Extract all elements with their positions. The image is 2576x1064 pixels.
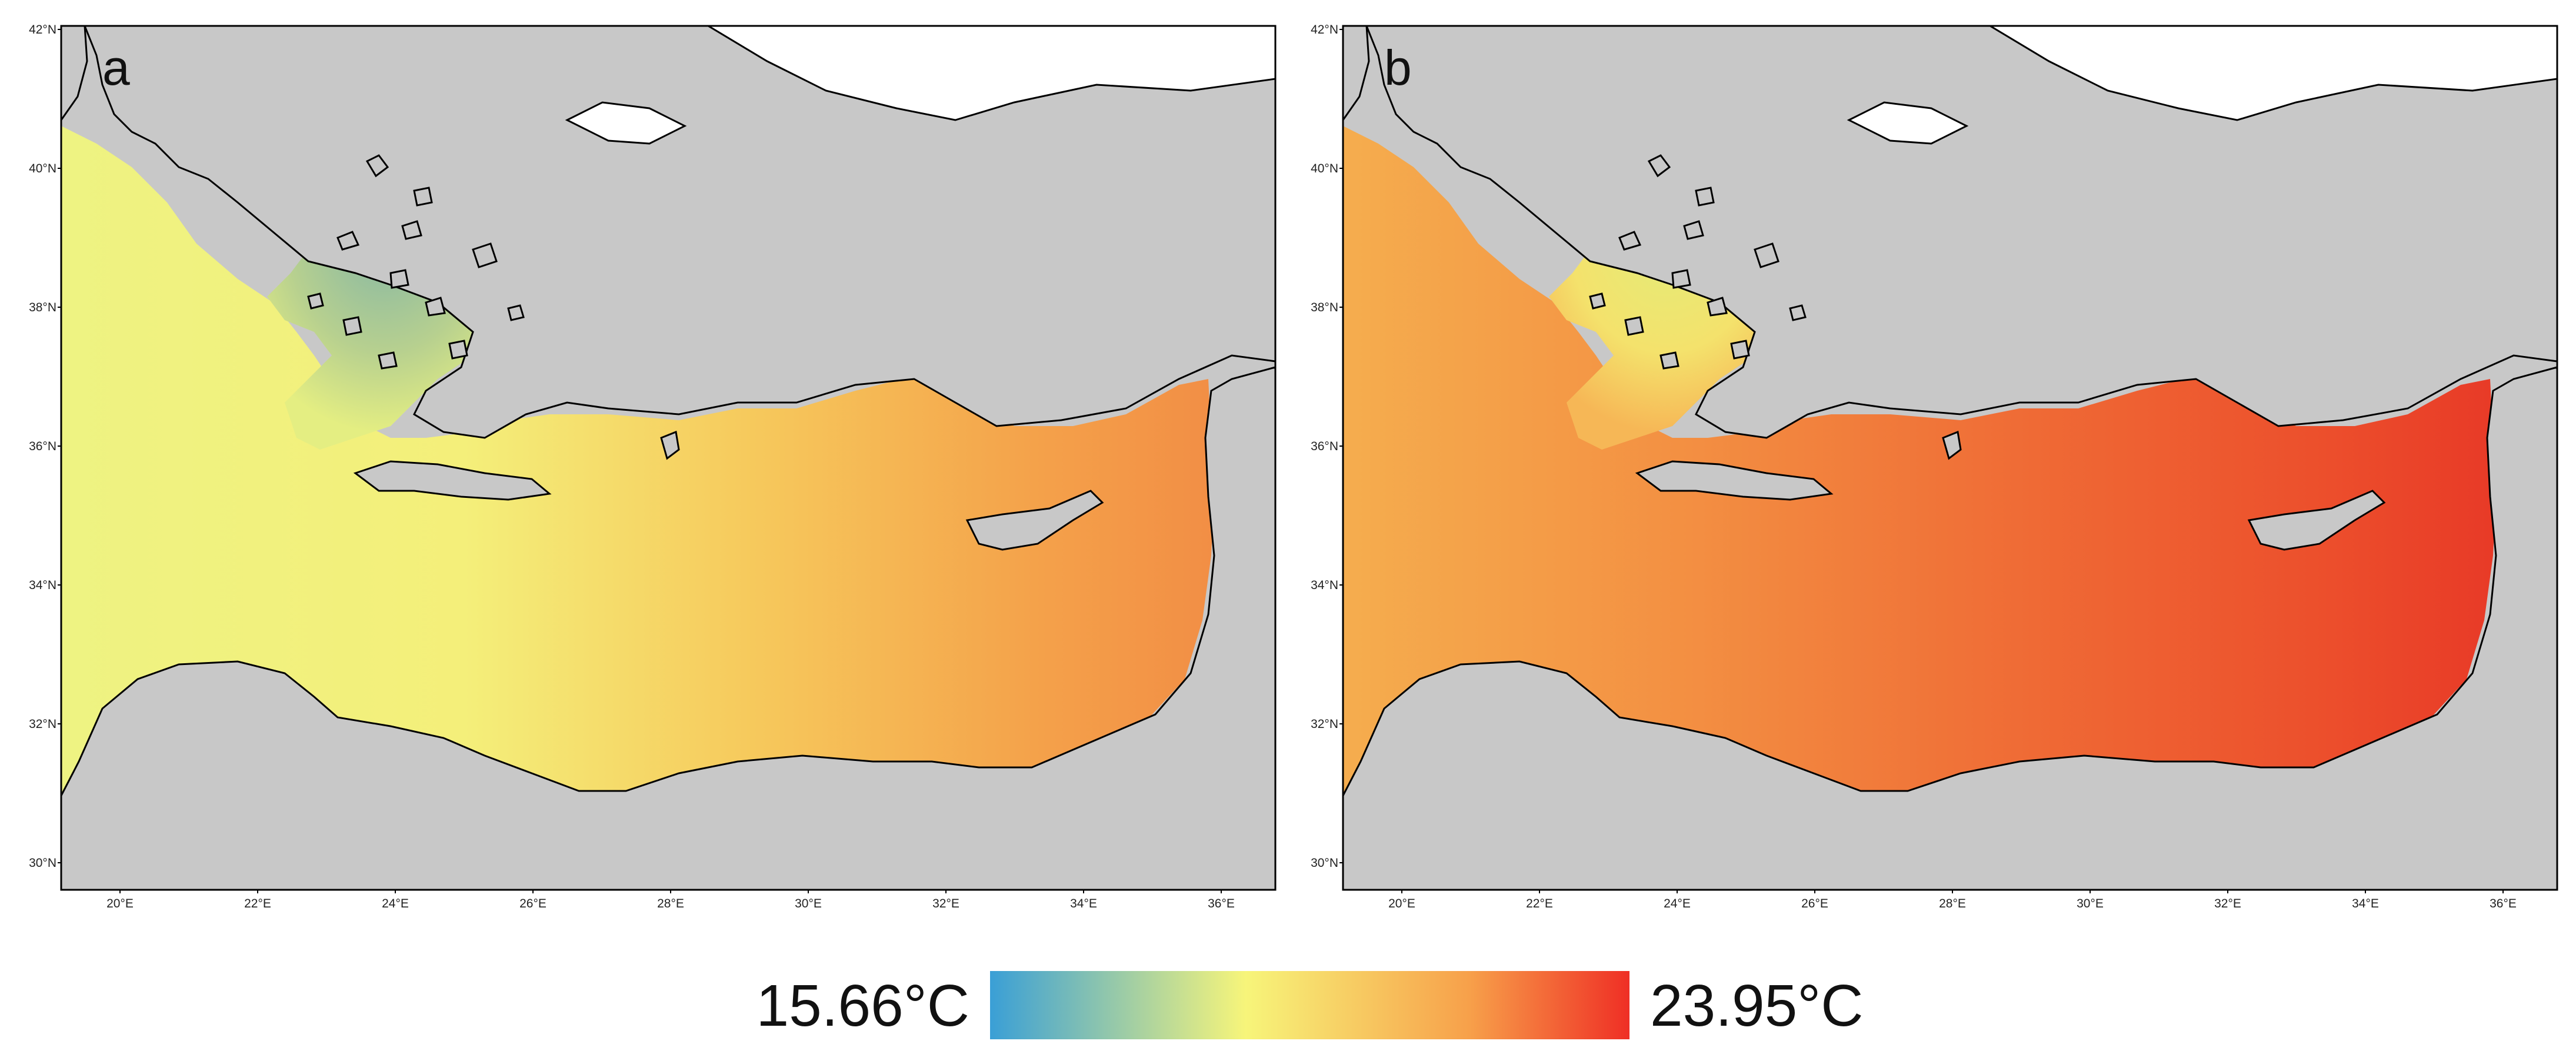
lat-tick-label: 40°N	[29, 162, 56, 175]
colorbar-legend: 15.66°C 23.95°C	[757, 971, 1863, 1039]
lat-tick-label: 36°N	[29, 440, 56, 453]
lat-tick-label: 36°N	[1311, 440, 1338, 453]
colorbar-max-label: 23.95°C	[1650, 973, 1863, 1039]
axis-ticks-a: 42°N 40°N 38°N 36°N 34°N 32°N 30°N 20°E 22°E 24°E…	[29, 23, 1235, 910]
map-panel-a: a	[60, 25, 1277, 891]
lon-tick-label: 28°E	[657, 897, 684, 910]
marmara-nodata	[565, 101, 687, 145]
lon-tick-label: 28°E	[1939, 897, 1966, 910]
colorbar-gradient	[990, 971, 1629, 1039]
lat-tick-label: 42°N	[1311, 23, 1338, 36]
lat-tick-label: 30°N	[1311, 856, 1338, 870]
lat-tick-label: 40°N	[1311, 162, 1338, 175]
lat-tick-label: 38°N	[1311, 301, 1338, 314]
lon-tick-label: 22°E	[244, 897, 271, 910]
lon-tick-label: 22°E	[1526, 897, 1553, 910]
lon-tick-label: 30°E	[2077, 897, 2104, 910]
lon-tick-label: 36°E	[1208, 897, 1235, 910]
lat-tick-label: 34°N	[29, 578, 56, 592]
lon-tick-label: 30°E	[795, 897, 822, 910]
lat-tick-label: 32°N	[29, 717, 56, 731]
marmara-nodata	[1847, 101, 1969, 145]
lat-tick-label: 30°N	[29, 856, 56, 870]
lon-tick-label: 26°E	[1801, 897, 1828, 910]
lat-tick-label: 42°N	[29, 23, 56, 36]
lon-tick-label: 20°E	[106, 897, 134, 910]
lon-tick-label: 32°E	[2214, 897, 2241, 910]
map-panel-b: b	[1342, 25, 2558, 891]
axis-ticks-b: 42°N 40°N 38°N 36°N 34°N 32°N 30°N 20°E 22°E 24°E…	[1311, 23, 2517, 910]
colorbar-min-label: 15.66°C	[757, 973, 969, 1039]
lon-tick-label: 20°E	[1388, 897, 1415, 910]
lat-tick-label: 34°N	[1311, 578, 1338, 592]
lon-tick-label: 24°E	[382, 897, 409, 910]
lon-tick-label: 34°E	[1070, 897, 1097, 910]
lon-tick-label: 34°E	[2352, 897, 2379, 910]
lon-tick-label: 36°E	[2490, 897, 2517, 910]
panel-label-b: b	[1384, 40, 1412, 95]
lon-tick-label: 24°E	[1664, 897, 1691, 910]
lon-tick-label: 32°E	[932, 897, 959, 910]
lat-tick-label: 38°N	[29, 301, 56, 314]
lon-tick-label: 26°E	[519, 897, 546, 910]
lat-tick-label: 32°N	[1311, 717, 1338, 731]
panel-label-a: a	[102, 40, 130, 95]
